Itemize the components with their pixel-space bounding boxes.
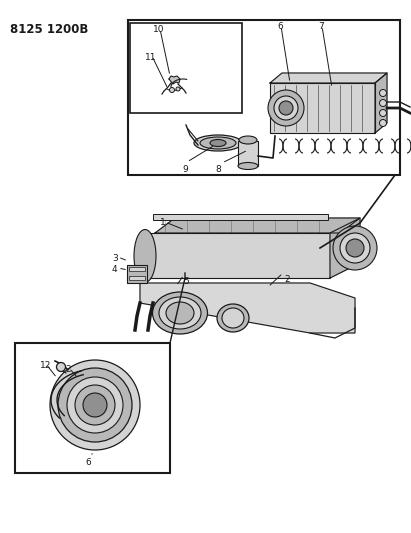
Ellipse shape — [238, 163, 258, 169]
Polygon shape — [330, 218, 360, 278]
Circle shape — [379, 100, 386, 107]
Bar — [153, 214, 328, 220]
Polygon shape — [169, 76, 180, 84]
Circle shape — [58, 368, 132, 442]
Ellipse shape — [200, 137, 236, 149]
Circle shape — [169, 87, 175, 93]
Circle shape — [379, 109, 386, 117]
Text: 12: 12 — [40, 361, 51, 370]
Polygon shape — [155, 218, 360, 233]
Bar — [128, 20, 400, 175]
Bar — [145, 233, 330, 278]
Text: 4: 4 — [112, 265, 118, 274]
Ellipse shape — [210, 140, 226, 147]
Ellipse shape — [159, 297, 201, 329]
Polygon shape — [140, 283, 355, 333]
Ellipse shape — [152, 292, 208, 334]
Bar — [129, 276, 145, 280]
Polygon shape — [375, 73, 387, 133]
Circle shape — [83, 393, 107, 417]
Bar — [130, 23, 242, 113]
Text: 10: 10 — [153, 25, 164, 34]
Ellipse shape — [239, 136, 257, 144]
Circle shape — [279, 101, 293, 115]
Text: 6: 6 — [85, 458, 91, 467]
Circle shape — [274, 96, 298, 120]
Circle shape — [75, 385, 115, 425]
Ellipse shape — [217, 304, 249, 332]
Circle shape — [379, 119, 386, 126]
Circle shape — [268, 90, 304, 126]
Ellipse shape — [222, 308, 244, 328]
Text: 3: 3 — [112, 254, 118, 263]
Circle shape — [176, 87, 180, 91]
Circle shape — [56, 362, 65, 372]
Text: 9: 9 — [182, 165, 188, 174]
Circle shape — [340, 233, 370, 263]
Circle shape — [50, 360, 140, 450]
Circle shape — [346, 239, 364, 257]
Text: 5: 5 — [183, 277, 189, 286]
Text: 2: 2 — [65, 365, 71, 374]
Text: 6: 6 — [277, 22, 283, 31]
Bar — [270, 83, 375, 133]
Circle shape — [379, 90, 386, 96]
Text: 8125 1200B: 8125 1200B — [10, 23, 88, 36]
Ellipse shape — [166, 302, 194, 324]
Circle shape — [67, 377, 123, 433]
Polygon shape — [270, 73, 387, 83]
Circle shape — [333, 226, 377, 270]
Text: 8: 8 — [215, 165, 221, 174]
Text: 7: 7 — [318, 22, 324, 31]
Bar — [15, 343, 170, 473]
Bar — [238, 141, 258, 166]
Text: 1: 1 — [160, 218, 166, 227]
Text: 11: 11 — [145, 53, 157, 62]
Bar — [127, 265, 147, 283]
Ellipse shape — [134, 230, 156, 282]
Ellipse shape — [194, 135, 242, 151]
Bar — [129, 267, 145, 271]
Text: 2: 2 — [284, 275, 290, 284]
